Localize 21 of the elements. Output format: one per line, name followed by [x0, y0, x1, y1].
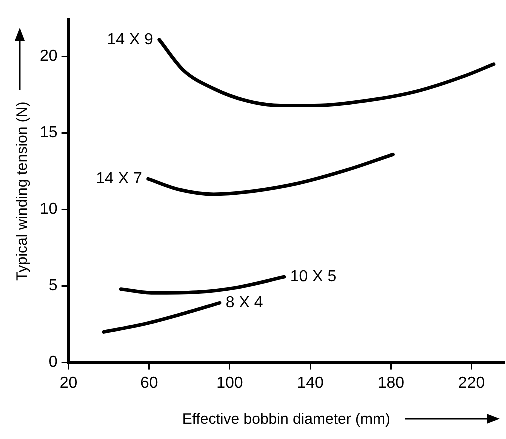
line-series: [158, 38, 496, 108]
y-tick-label: 20: [40, 48, 58, 66]
y-tick-label: 5: [48, 278, 58, 295]
annotation: 8 X 4: [226, 294, 264, 312]
y-axis-title: Typical winding tension (N): [14, 102, 32, 282]
x-axis-title: Effective bobbin diameter (mm): [182, 411, 390, 428]
line-series: [119, 275, 286, 295]
x-tick-label: 100: [216, 374, 244, 392]
annotation: 14 X 9: [107, 31, 154, 48]
x-tick-label: 20: [60, 374, 78, 392]
x-tick-label: 140: [297, 374, 324, 392]
annotation: 10 X 5: [290, 268, 337, 286]
y-tick-label: 0: [48, 354, 58, 372]
x-tick-label: 60: [140, 374, 158, 392]
x-tick-label: 220: [458, 374, 486, 392]
y-tick-label: 10: [40, 201, 58, 218]
line-series: [146, 152, 395, 196]
x-tick-label: 180: [378, 374, 405, 392]
annotation: 14 X 7: [96, 170, 142, 188]
line-series: [102, 301, 222, 334]
y-tick-label: 15: [40, 124, 58, 142]
